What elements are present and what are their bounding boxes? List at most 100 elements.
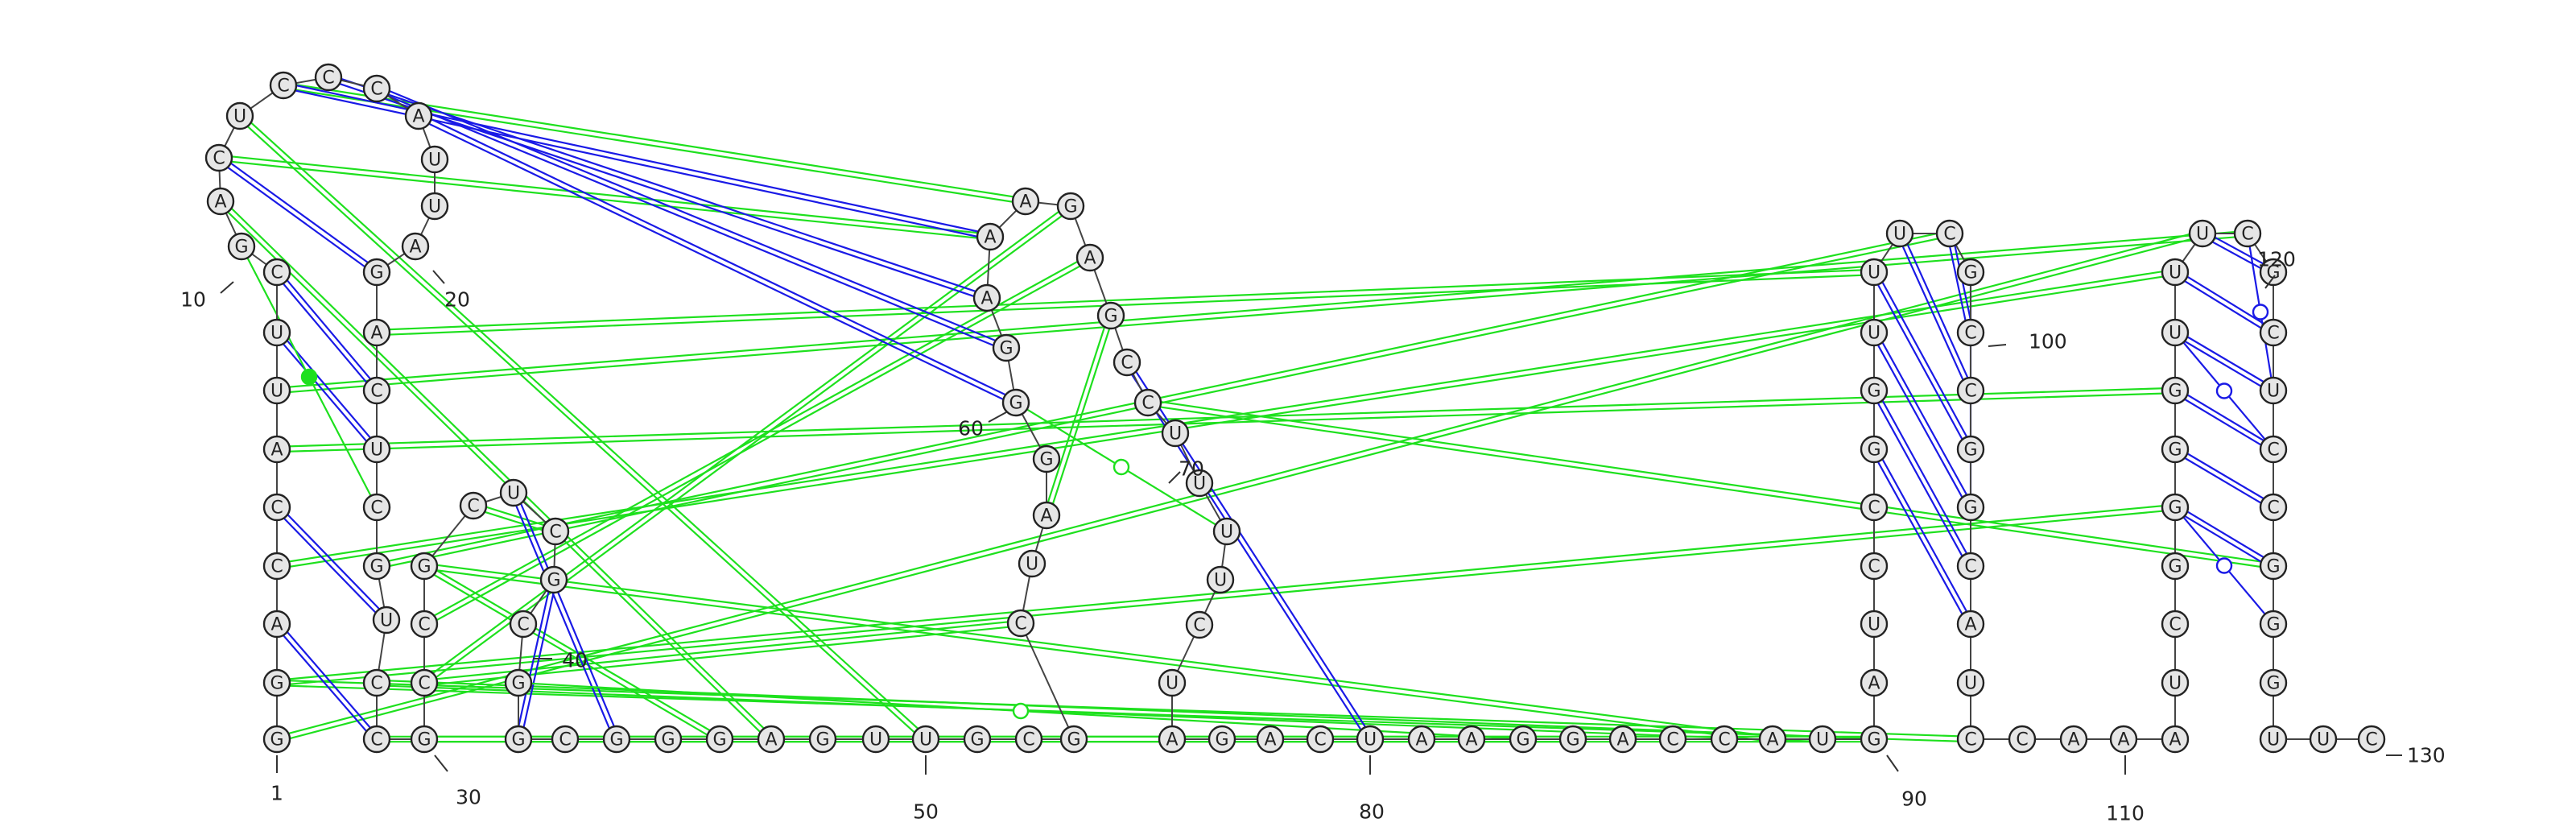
nucleotide-letter: U — [1893, 225, 1906, 245]
nucleotide-letter: G — [2266, 615, 2280, 635]
nucleotide-letter: U — [1166, 674, 1179, 694]
nucleotide-letter: U — [1193, 474, 1206, 494]
nucleotide-letter: C — [2267, 440, 2279, 461]
nucleotide: U — [2259, 376, 2288, 405]
nucleotide: A — [757, 725, 786, 754]
nucleotide: C — [2259, 318, 2288, 347]
nucleotide: G — [1860, 725, 1889, 754]
nucleotide-letter: G — [417, 730, 431, 750]
nucleotide: A — [206, 187, 235, 216]
nucleotide-letter: G — [609, 730, 623, 750]
position-number: 130 — [2407, 744, 2446, 767]
nucleotide-letter: G — [1963, 263, 1977, 283]
nucleotide: A — [976, 222, 1005, 251]
nucleotide-letter: U — [1214, 571, 1227, 591]
nucleotide: G — [2161, 552, 2190, 581]
nucleotide: C — [2259, 435, 2288, 464]
nucleotide-letter: A — [412, 107, 424, 127]
nucleotide: G — [1509, 725, 1538, 754]
nucleotide-letter: C — [467, 497, 479, 517]
nucleotide: G — [262, 668, 291, 697]
nucleotide: C — [1185, 610, 1214, 639]
nucleotide: G — [963, 725, 992, 754]
position-label: 30 — [434, 754, 481, 809]
nucleotide: G — [2259, 668, 2288, 697]
nucleotide: A — [1256, 725, 1285, 754]
nucleotide-letter: G — [1963, 440, 1977, 461]
nucleotide: A — [1407, 725, 1436, 754]
nucleotide-letter: G — [1566, 730, 1579, 750]
nucleotide: C — [262, 552, 291, 581]
tertiary-pair-line — [376, 268, 1875, 337]
nucleotide: A — [1608, 725, 1637, 754]
nucleotide: G — [602, 725, 631, 754]
position-label: 100 — [1988, 330, 2067, 353]
nucleotide-letter: U — [2267, 382, 2280, 402]
position-number: 20 — [444, 288, 470, 312]
canonical-pair-line — [217, 155, 379, 275]
nucleotide: G — [227, 232, 256, 261]
nucleotide: C — [1956, 552, 1985, 581]
nucleotide-letter: A — [980, 289, 993, 309]
nucleotide: C — [1956, 725, 1985, 754]
nucleotide-letter: C — [1141, 394, 1154, 414]
nucleotide: G — [1860, 376, 1889, 405]
tertiary-pair-line — [422, 254, 1092, 627]
tertiary-pair-line — [276, 229, 2248, 395]
nucleotide-letter: G — [2168, 498, 2182, 519]
nucleotide: A — [972, 283, 1001, 312]
nucleotide-letter: U — [233, 107, 246, 127]
nucleotide: C — [1658, 725, 1687, 754]
open-circle-pair-symbol — [1012, 702, 1030, 720]
nucleotide-letter: G — [1867, 382, 1880, 402]
tertiary-pair-line — [1147, 399, 2274, 570]
nucleotide-letter: A — [1766, 730, 1778, 750]
position-label: 70 — [1168, 457, 1204, 484]
nucleotide: G — [2161, 376, 2190, 405]
nucleotide: U — [1158, 668, 1187, 697]
nucleotide-letter: C — [1718, 730, 1730, 750]
nucleotide-letter: A — [270, 615, 283, 635]
nucleotide: A — [262, 435, 291, 464]
nucleotide: C — [2357, 725, 2386, 754]
nucleotide: C — [362, 376, 391, 405]
position-number: 120 — [2257, 248, 2296, 271]
position-number: 60 — [958, 417, 984, 440]
nucleotide: G — [1001, 388, 1030, 417]
nucleotide-letter: C — [270, 498, 283, 519]
nucleotide: G — [1096, 301, 1125, 330]
nucleotide-letter: C — [1121, 353, 1133, 374]
canonical-pair-line — [2173, 387, 2276, 453]
nucleotide: A — [2161, 725, 2190, 754]
nucleotide-letter: U — [1364, 730, 1377, 750]
nucleotide: C — [269, 71, 298, 100]
nucleotide: C — [551, 725, 580, 754]
nucleotide-letter: G — [1039, 450, 1053, 470]
nucleotide: G — [992, 333, 1021, 362]
nucleotide-letter: G — [2266, 557, 2280, 577]
canonical-pair-line — [274, 622, 380, 742]
nucleotide: G — [2259, 552, 2288, 581]
nucleotide-letter: G — [2266, 263, 2280, 283]
nucleotide-letter: C — [370, 674, 382, 694]
nucleotide-letter: C — [418, 615, 430, 635]
nucleotide: C — [262, 258, 291, 287]
nucleotide-letter: G — [234, 238, 248, 258]
canonical-pair-line — [1871, 388, 1974, 568]
nucleotide: A — [1860, 668, 1889, 697]
nucleotide: C — [1956, 376, 1985, 405]
nucleotide-letter: A — [1166, 730, 1178, 750]
position-number: 80 — [1359, 800, 1385, 824]
nucleotide: U — [861, 725, 890, 754]
nucleotide-letter: U — [1816, 730, 1829, 750]
nucleotide: U — [262, 376, 291, 405]
nucleotide: A — [1075, 243, 1104, 272]
nucleotide: C — [314, 63, 343, 92]
nucleotide-letter: G — [1867, 730, 1880, 750]
nucleotide-letter: A — [1040, 506, 1052, 527]
nucleotide-letter: U — [1220, 523, 1233, 543]
nucleotide-letter: C — [1022, 730, 1034, 750]
tertiary-pair-line — [237, 113, 928, 742]
position-number: 100 — [2029, 330, 2067, 353]
nucleotide-letter: G — [1215, 730, 1228, 750]
